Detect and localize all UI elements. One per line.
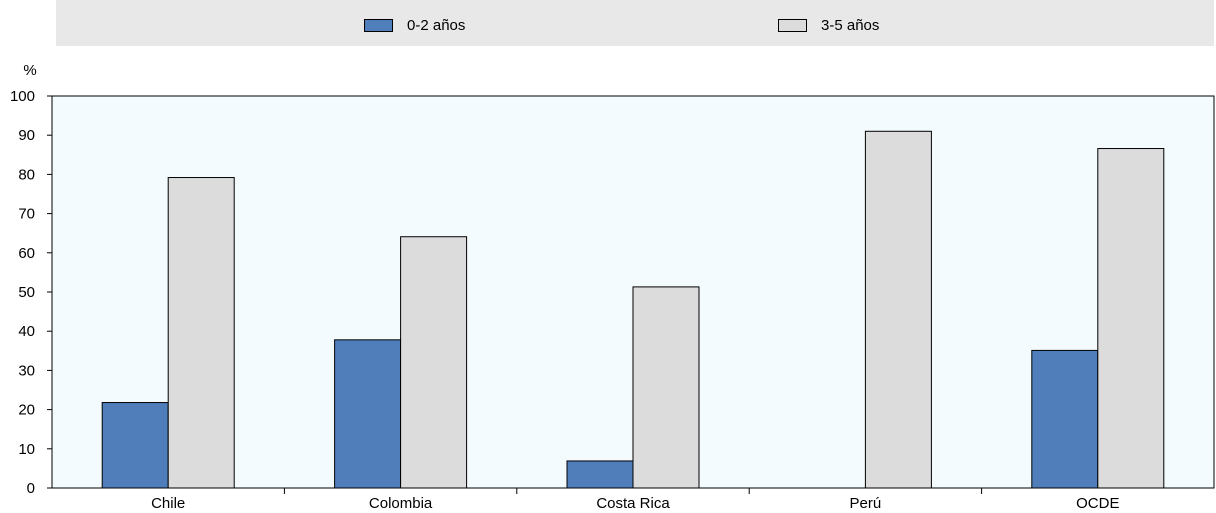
legend: 0-2 años 3-5 años bbox=[56, 0, 1214, 46]
bar-costa-rica-0-2-anos bbox=[566, 460, 634, 489]
bar-ocde-0-2-anos bbox=[1031, 349, 1099, 489]
y-tick-label-80: 80 bbox=[18, 166, 35, 183]
x-label-costa-rica: Costa Rica bbox=[596, 495, 670, 512]
bar-chile-0-2-anos bbox=[101, 402, 169, 489]
y-tick-label-70: 70 bbox=[18, 206, 35, 223]
x-label-colombia: Colombia bbox=[369, 495, 433, 512]
legend-swatch-3-5 bbox=[778, 19, 807, 32]
legend-label-0-2: 0-2 años bbox=[407, 17, 466, 34]
bar-costa-rica-3-5-anos bbox=[632, 286, 700, 489]
y-tick-label-90: 90 bbox=[18, 127, 35, 144]
x-label-peru: Perú bbox=[850, 495, 882, 512]
y-tick-label-40: 40 bbox=[18, 323, 35, 340]
x-label-chile: Chile bbox=[151, 495, 185, 512]
bar-chile-3-5-anos bbox=[167, 177, 235, 489]
y-tick-label-100: 100 bbox=[10, 88, 35, 105]
y-tick-label-0: 0 bbox=[27, 480, 35, 497]
legend-label-3-5: 3-5 años bbox=[821, 17, 880, 34]
x-label-ocde: OCDE bbox=[1076, 495, 1119, 512]
bar-peru-3-5-anos bbox=[864, 130, 932, 489]
legend-item-3-5: 3-5 años bbox=[778, 17, 879, 34]
legend-item-0-2: 0-2 años bbox=[364, 17, 465, 34]
bar-ocde-3-5-anos bbox=[1097, 148, 1165, 489]
y-tick-label-60: 60 bbox=[18, 245, 35, 262]
y-tick-label-20: 20 bbox=[18, 402, 35, 419]
y-tick-label-10: 10 bbox=[18, 441, 35, 458]
y-tick-label-50: 50 bbox=[18, 284, 35, 301]
y-tick-label-30: 30 bbox=[18, 362, 35, 379]
y-axis-unit-label: % bbox=[23, 62, 36, 79]
legend-swatch-0-2 bbox=[364, 19, 393, 32]
bar-colombia-0-2-anos bbox=[334, 339, 402, 489]
bar-colombia-3-5-anos bbox=[400, 236, 468, 489]
